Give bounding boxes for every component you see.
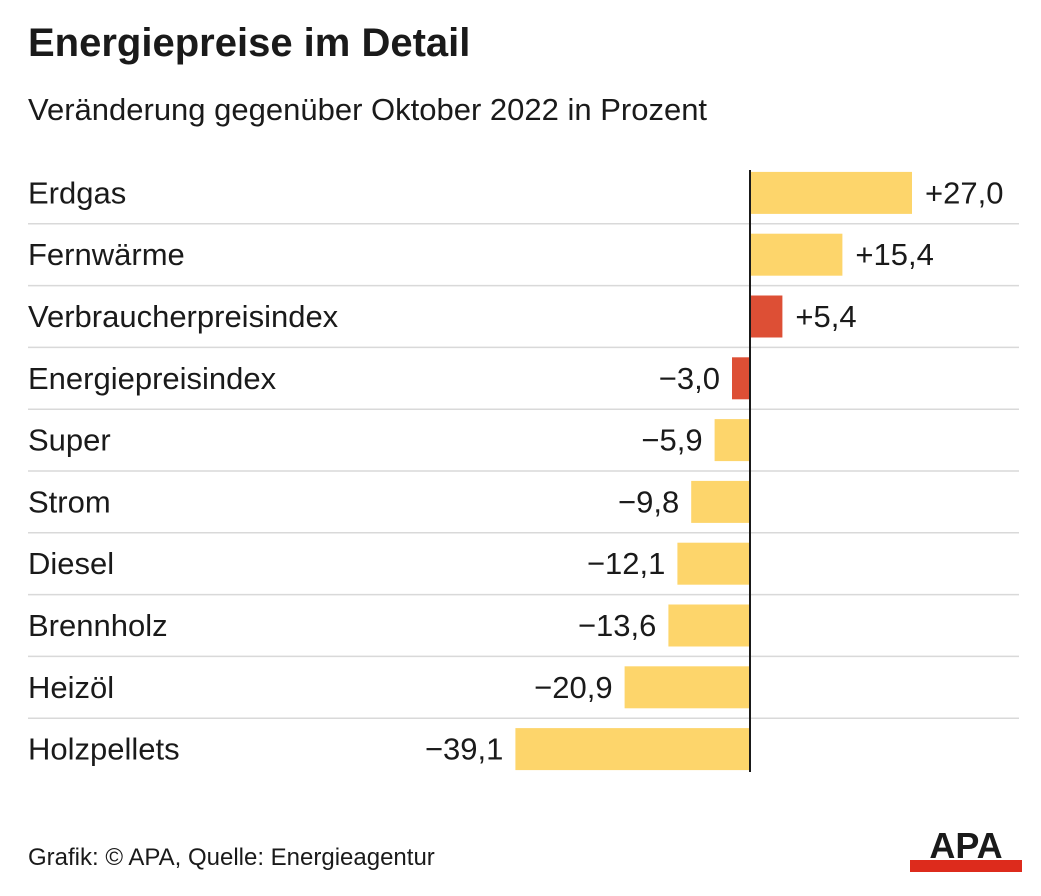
category-label: Holzpellets — [28, 732, 180, 767]
category-label: Heizöl — [28, 670, 114, 705]
category-label: Strom — [28, 484, 111, 519]
value-label: −39,1 — [425, 732, 503, 767]
value-label: +27,0 — [925, 175, 1003, 210]
value-label: −20,9 — [534, 670, 612, 705]
value-label: +15,4 — [855, 237, 933, 272]
apa-logo: APA — [910, 826, 1022, 872]
bar — [750, 233, 843, 276]
category-label: Brennholz — [28, 608, 168, 643]
value-label: −13,6 — [578, 608, 656, 643]
bar — [691, 480, 750, 523]
value-label: −3,0 — [659, 361, 720, 396]
value-label: −9,8 — [618, 484, 679, 519]
bar — [668, 604, 750, 647]
bar — [624, 666, 750, 709]
bar-chart: Erdgas +27,0 Fernwärme +15,4 Verbraucherprei… — [28, 170, 1019, 772]
value-label: +5,4 — [795, 299, 856, 334]
bar — [750, 295, 783, 338]
bar — [750, 171, 912, 214]
category-label: Fernwärme — [28, 237, 185, 272]
bar — [677, 542, 750, 585]
category-label: Erdgas — [28, 175, 126, 210]
source-credit: Grafik: © APA, Quelle: Energieagentur — [28, 844, 435, 871]
bar — [732, 357, 750, 400]
chart-title: Energiepreise im Detail — [28, 21, 471, 65]
category-label: Super — [28, 423, 111, 458]
category-label: Diesel — [28, 546, 114, 581]
bar — [714, 419, 750, 462]
value-label: −12,1 — [587, 546, 665, 581]
category-label: Energiepreisindex — [28, 361, 277, 396]
value-label: −5,9 — [641, 423, 702, 458]
chart-subtitle: Veränderung gegenüber Oktober 2022 in Pr… — [28, 92, 708, 127]
category-label: Verbraucherpreisindex — [28, 299, 339, 334]
bar — [515, 728, 750, 771]
logo-text: APA — [929, 826, 1002, 866]
